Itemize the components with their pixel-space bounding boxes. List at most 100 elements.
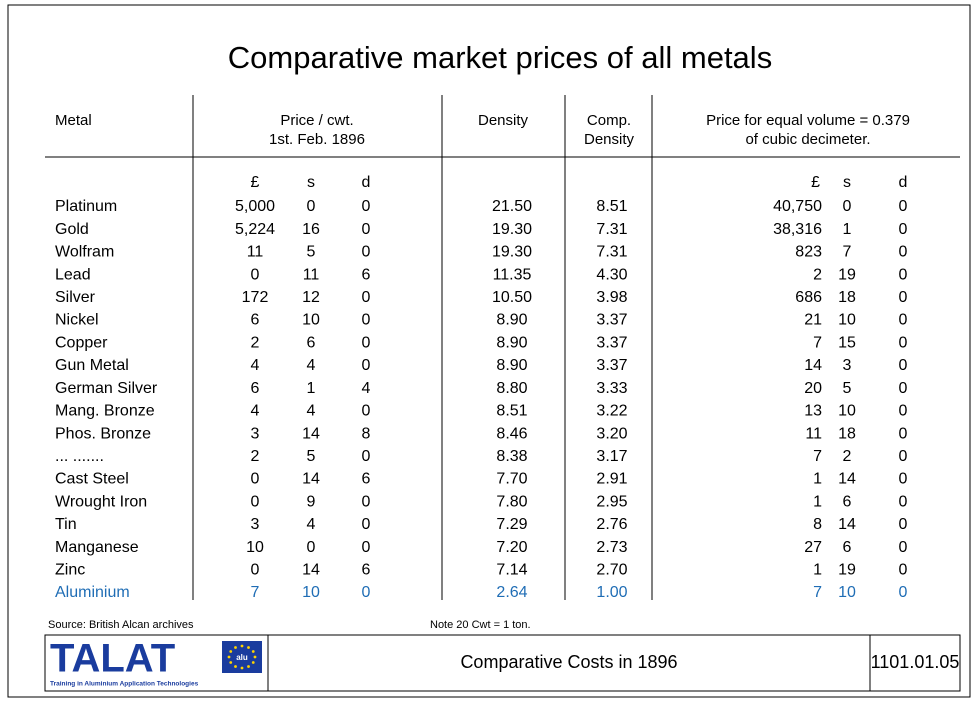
table-cell: 11: [303, 266, 320, 283]
table-cell: 2: [843, 448, 852, 465]
metal-name: Manganese: [55, 539, 139, 556]
table-cell: 10: [838, 584, 856, 601]
metal-name: Silver: [55, 289, 96, 306]
table-cell: 6: [251, 380, 260, 397]
table-cell: 19.30: [492, 244, 532, 261]
table-cell: 4.30: [596, 266, 627, 283]
table-cell: 7.14: [496, 562, 527, 579]
table-cell: 8.90: [496, 334, 527, 351]
table-cell: 2.73: [596, 539, 627, 556]
table-cell: 3.37: [596, 357, 627, 374]
unit-label: d: [362, 174, 371, 191]
column-header: of cubic decimeter.: [745, 131, 870, 148]
metal-name: German Silver: [55, 380, 158, 397]
table-cell: 4: [251, 403, 260, 420]
table-cell: 1: [307, 380, 316, 397]
table-cell: 6: [362, 562, 371, 579]
table-cell: 1: [813, 471, 822, 488]
code: 1101.01.05: [871, 652, 960, 672]
source: Source: British Alcan archives: [48, 619, 194, 631]
star: [229, 650, 233, 653]
table-cell: 0: [251, 562, 260, 579]
table-cell: 0: [899, 244, 908, 261]
table-cell: 0: [307, 198, 316, 215]
table-cell: 0: [899, 539, 908, 556]
table-cell: 2.70: [596, 562, 627, 579]
table-cell: 0: [251, 471, 260, 488]
table-cell: 8.38: [496, 448, 527, 465]
table-cell: 2.76: [596, 516, 627, 533]
unit-label: £: [251, 174, 260, 191]
table-cell: 823: [795, 244, 822, 261]
table-cell: 686: [795, 289, 822, 306]
table-cell: 0: [899, 562, 908, 579]
table-cell: 11.35: [493, 266, 532, 283]
table-cell: 0: [899, 266, 908, 283]
metal-name: Mang. Bronze: [55, 403, 155, 420]
table-cell: 0: [251, 493, 260, 510]
table-cell: 6: [843, 539, 852, 556]
table-cell: 15: [838, 334, 856, 351]
table-cell: 11: [247, 244, 264, 261]
table-cell: 10: [302, 584, 320, 601]
unit-label: s: [843, 174, 851, 191]
table-cell: 7: [813, 448, 822, 465]
star: [251, 661, 255, 664]
metal-name: Phos. Bronze: [55, 425, 151, 442]
unit-label: d: [899, 174, 908, 191]
table-cell: 5,224: [235, 221, 275, 238]
table-cell: 2: [813, 266, 822, 283]
metal-name: Aluminium: [55, 584, 130, 601]
table-cell: 0: [899, 471, 908, 488]
table-cell: 0: [899, 289, 908, 306]
table-cell: 21: [804, 312, 822, 329]
table-cell: 4: [307, 516, 316, 533]
table-cell: 3.98: [596, 289, 627, 306]
table-cell: 0: [362, 516, 371, 533]
table-cell: 0: [899, 493, 908, 510]
table-cell: 0: [362, 357, 371, 374]
table-cell: 2: [251, 334, 260, 351]
star: [234, 665, 237, 668]
table-cell: 4: [307, 403, 316, 420]
metal-name: Gold: [55, 221, 89, 238]
table-cell: 19.30: [492, 221, 532, 238]
table-cell: 7.20: [496, 539, 527, 556]
table-cell: 1: [813, 493, 822, 510]
table-cell: 7.80: [496, 493, 527, 510]
table-cell: 20: [804, 380, 822, 397]
table-cell: 5: [307, 244, 316, 261]
table-cell: 27: [804, 539, 822, 556]
table-cell: 3.37: [596, 334, 627, 351]
table-cell: 8.80: [496, 380, 527, 397]
table-cell: 3.37: [596, 312, 627, 329]
logo-stars: [227, 644, 257, 670]
table-cell: 3.17: [596, 448, 627, 465]
column-header: Density: [584, 131, 635, 148]
column-header: Price / cwt.: [280, 112, 353, 129]
star: [234, 646, 237, 649]
star: [247, 646, 250, 649]
column-header: Price for equal volume = 0.379: [706, 112, 910, 129]
table-cell: 0: [899, 357, 908, 374]
table-cell: 8.51: [596, 198, 627, 215]
metal-name: Nickel: [55, 312, 99, 329]
table-cell: 19: [838, 266, 856, 283]
table-rules: [45, 95, 960, 600]
table-cell: 0: [362, 584, 371, 601]
unit-label: s: [307, 174, 315, 191]
table-cell: 9: [307, 493, 316, 510]
table-cell: 2.91: [596, 471, 627, 488]
table-cell: 2.64: [496, 584, 527, 601]
caption: Comparative Costs in 1896: [460, 652, 677, 672]
table-cell: 2: [251, 448, 260, 465]
table-cell: 3: [251, 425, 260, 442]
metal-name: Copper: [55, 334, 108, 351]
table-cell: 18: [838, 289, 856, 306]
unit-label: £: [811, 174, 820, 191]
table-cell: 0: [899, 312, 908, 329]
table-cell: 7.29: [496, 516, 527, 533]
table-cell: 7.70: [496, 471, 527, 488]
star: [240, 666, 244, 670]
